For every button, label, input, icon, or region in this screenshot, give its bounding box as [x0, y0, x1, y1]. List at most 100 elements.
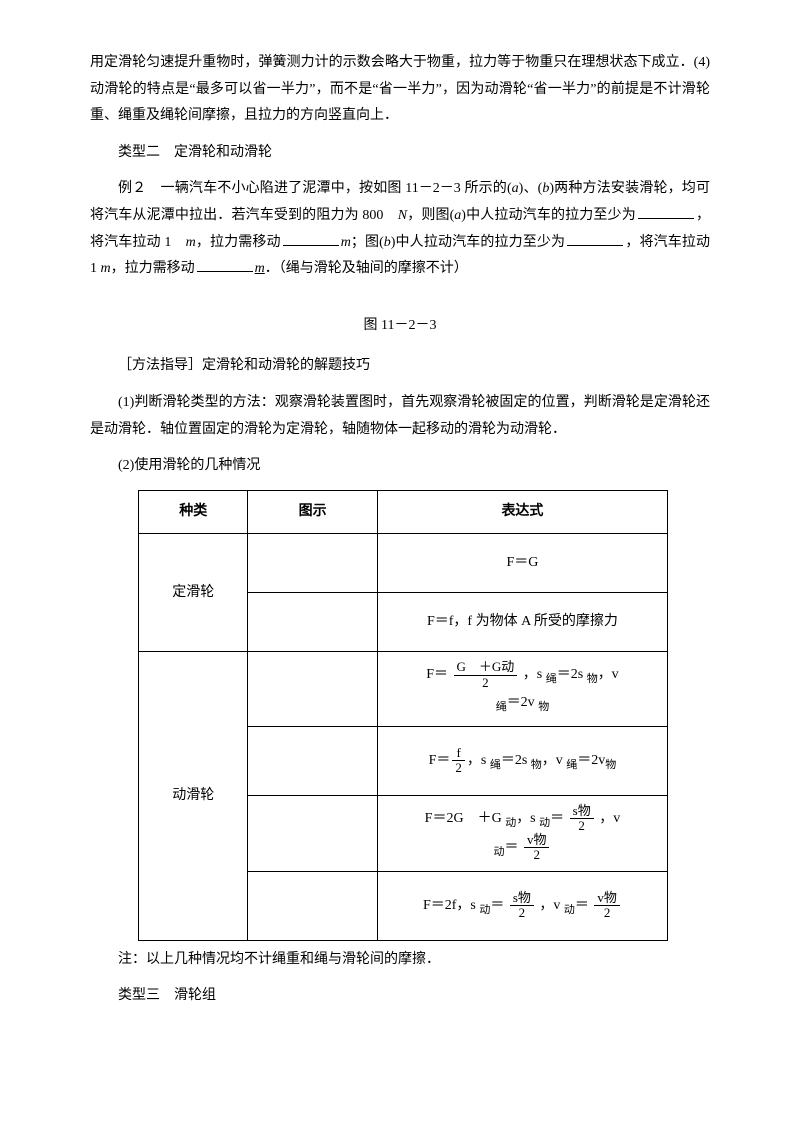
text: F＝ [429, 753, 451, 768]
cell-expr: F＝f，f 为物体 A 所受的摩擦力 [377, 593, 667, 652]
fraction: s物2 [510, 891, 534, 921]
cell-fig [248, 795, 377, 871]
fraction: s物2 [570, 804, 594, 834]
numerator: v物 [594, 891, 620, 906]
header-kind: 种类 [139, 490, 248, 534]
text: ，v [539, 898, 564, 913]
unit-m: m [255, 261, 265, 276]
unit-m: m [186, 235, 196, 250]
numerator: s物 [510, 891, 534, 906]
text: ＝ [490, 898, 504, 913]
denominator: 2 [570, 819, 594, 833]
text: F＝2G ＋G [425, 811, 506, 826]
method-p2: (2)使用滑轮的几种情况 [90, 453, 710, 480]
numerator: s物 [570, 804, 594, 819]
denominator: 2 [454, 676, 518, 690]
text: ，则图( [407, 208, 454, 223]
numerator: v物 [524, 833, 550, 848]
cell-fig [248, 652, 377, 726]
denominator: 2 [510, 906, 534, 920]
header-fig: 图示 [248, 490, 377, 534]
text: )中人拉动汽车的拉力至少为 [391, 235, 565, 250]
numerator: G ＋G动 [454, 660, 518, 675]
subscript: 物 [587, 673, 598, 685]
fraction: f2 [452, 746, 465, 776]
blank-input [283, 232, 339, 246]
paragraph-1: 用定滑轮匀速提升重物时，弹簧测力计的示数会略大于物重，拉力等于物重只在理想状态下… [90, 50, 710, 130]
letter-b: b [384, 235, 391, 250]
method-p1: (1)判断滑轮类型的方法：观察滑轮装置图时，首先观察滑轮被固定的位置，判断滑轮是… [90, 390, 710, 443]
numerator: f [452, 746, 465, 761]
text: ，v [599, 811, 620, 826]
cell-kind-moving: 动滑轮 [139, 652, 248, 940]
heading-type-2: 类型二 定滑轮和动滑轮 [90, 140, 710, 167]
text: ，v [598, 667, 619, 682]
cell-expr: F＝ G ＋G动2 ，s 绳＝2s 物，v 绳＝2v 物 [377, 652, 667, 726]
subscript: 绳 [566, 759, 577, 771]
subscript: 动 [479, 904, 490, 916]
pulley-table: 种类 图示 表达式 定滑轮 F＝G F＝f，f 为物体 A 所受的摩擦力 动滑轮… [138, 490, 668, 941]
text: ＝2s [557, 667, 587, 682]
text: F＝ [426, 667, 448, 682]
cell-fig [248, 726, 377, 795]
text: 例２ 一辆汽车不小心陷进了泥潭中，按如图 11－2－3 所示的( [118, 181, 512, 196]
figure-caption: 图 11－2－3 [90, 313, 710, 340]
text: ；图( [351, 235, 384, 250]
cell-expr: F＝G [377, 534, 667, 593]
denominator: 2 [594, 906, 620, 920]
text: ，s [516, 811, 539, 826]
header-expr: 表达式 [377, 490, 667, 534]
letter-a: a [512, 181, 519, 196]
fraction: G ＋G动2 [454, 660, 518, 690]
cell-expr: F＝2f，s 动＝ s物2 ，v 动＝ v物2 [377, 871, 667, 940]
subscript: 动 [564, 904, 575, 916]
text: ，拉力需移动 [196, 235, 281, 250]
text: )、( [519, 181, 543, 196]
table-note: 注：以上几种情况均不计绳重和绳与滑轮间的摩擦． [90, 947, 710, 974]
cell-fig [248, 871, 377, 940]
blank-input [638, 205, 694, 219]
text: ，s [467, 753, 490, 768]
unit-m: m [101, 261, 111, 276]
subscript: 物 [531, 759, 542, 771]
cell-fig [248, 593, 377, 652]
fraction: v物2 [524, 833, 550, 863]
example-2: 例２ 一辆汽车不小心陷进了泥潭中，按如图 11－2－3 所示的(a)、(b)两种… [90, 176, 710, 282]
document-page: 用定滑轮匀速提升重物时，弹簧测力计的示数会略大于物重，拉力等于物重只在理想状态下… [0, 0, 800, 1132]
fraction: v物2 [594, 891, 620, 921]
denominator: 2 [452, 761, 465, 775]
text: ＝2v [577, 753, 605, 768]
text: ＝2v [507, 695, 539, 710]
unit-m: m [341, 235, 351, 250]
subscript: 动 [493, 846, 504, 858]
subscript: 物 [605, 759, 616, 771]
cell-kind-fixed: 定滑轮 [139, 534, 248, 652]
cell-expr: F＝f2，s 绳＝2s 物，v 绳＝2v物 [377, 726, 667, 795]
text: F＝2f，s [423, 898, 479, 913]
subscript: 绳 [496, 701, 507, 713]
table-header-row: 种类 图示 表达式 [139, 490, 668, 534]
text: )中人拉动汽车的拉力至少为 [461, 208, 636, 223]
subscript: 绳 [490, 759, 501, 771]
text: ＝ [504, 840, 518, 855]
text: ＝2s [501, 753, 531, 768]
denominator: 2 [524, 848, 550, 862]
text: ．（绳与滑轮及轴间的摩擦不计） [265, 261, 468, 276]
method-heading: ［方法指导］定滑轮和动滑轮的解题技巧 [90, 353, 710, 380]
subscript: 动 [505, 816, 516, 828]
subscript: 绳 [546, 673, 557, 685]
table-row: 动滑轮 F＝ G ＋G动2 ，s 绳＝2s 物，v 绳＝2v 物 [139, 652, 668, 726]
text: ＝ [575, 898, 589, 913]
blank-input [197, 259, 253, 273]
table-row: 定滑轮 F＝G [139, 534, 668, 593]
text: ，v [542, 753, 567, 768]
blank-input [567, 232, 623, 246]
text: ，拉力需移动 [111, 261, 195, 276]
cell-fig [248, 534, 377, 593]
text: ，s [523, 667, 546, 682]
subscript: 动 [539, 816, 550, 828]
unit-n: N [398, 208, 407, 223]
heading-type-3: 类型三 滑轮组 [90, 983, 710, 1010]
cell-expr: F＝2G ＋G 动，s 动＝ s物2 ，v 动＝ v物2 [377, 795, 667, 871]
subscript: 物 [538, 701, 549, 713]
